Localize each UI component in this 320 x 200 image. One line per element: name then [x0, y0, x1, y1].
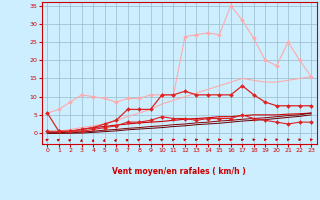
X-axis label: Vent moyen/en rafales ( km/h ): Vent moyen/en rafales ( km/h )	[112, 167, 246, 176]
